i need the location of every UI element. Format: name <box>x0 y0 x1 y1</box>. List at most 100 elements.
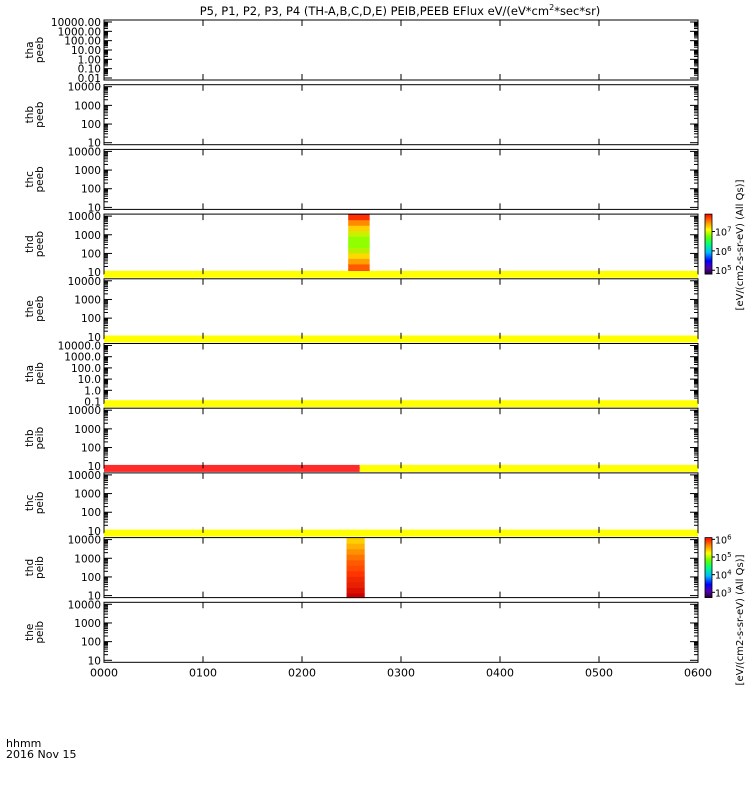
spectrogram-cell <box>348 263 370 270</box>
spectrogram-cell <box>346 548 365 555</box>
panel-frame <box>103 407 699 469</box>
panel-label-probe: thd <box>24 235 36 252</box>
y-tick-label: 1000 <box>74 100 101 112</box>
panel-label-probe: thb <box>24 106 36 124</box>
colorbar-tick-label: 107 <box>715 226 732 239</box>
y-tick-label: 10000 <box>68 470 101 482</box>
panel-label-probe: the <box>24 300 36 317</box>
x-tick-label: 0300 <box>387 666 415 679</box>
x-tick-label: 0200 <box>288 666 316 679</box>
panel-label-product: peib <box>34 427 46 450</box>
panel-label-product: peeb <box>34 166 46 193</box>
colorbar-label-upper: [eV/(cm2-s-sr-eV) (All Qs)] <box>735 179 746 310</box>
panel-frame <box>103 472 699 534</box>
x-axis: 0000 0100 0200 0300 0400 0500 0600 <box>90 20 712 679</box>
y-tick-label: 1.0 <box>84 385 101 397</box>
y-tick-label: 10 <box>88 332 101 344</box>
y-tick-label: 100 <box>81 248 101 260</box>
colorbar-label-lower: [eV/(cm2-s-sr-eV) (All Qs)] <box>735 554 746 685</box>
y-tick-label: 10000 <box>68 82 101 94</box>
panel-label-product: peeb <box>34 101 46 128</box>
y-tick-label: 100 <box>81 572 101 584</box>
panel-label-product: peib <box>34 556 46 579</box>
spectrogram-cell <box>346 537 365 544</box>
x-tick-label: 0100 <box>189 666 217 679</box>
y-tick-label: 1000 <box>74 553 101 565</box>
spectrogram-cell <box>348 252 370 259</box>
y-tick-label: 1000 <box>74 489 101 501</box>
colorbar-tick-label: 105 <box>715 551 732 564</box>
panel-label-probe: thc <box>24 494 36 511</box>
spectrogram-cell <box>346 565 365 572</box>
spectrogram-cell <box>348 258 370 265</box>
panel-frame <box>103 601 699 663</box>
y-tick-label: 10000 <box>68 405 101 417</box>
colorbar-0: 107 106 105 <box>704 213 732 277</box>
y-tick-label: 1000 <box>74 165 101 177</box>
panel-frame <box>103 148 699 210</box>
x-axis-label-date: 2016 Nov 15 <box>6 748 76 761</box>
colorbar-tick-label: 105 <box>715 264 732 277</box>
y-tick-label: 0.01 <box>78 73 101 85</box>
spectrogram-cell <box>348 225 370 232</box>
status-bar-segment <box>104 464 360 472</box>
spectrogram-cell <box>346 581 365 588</box>
spectrogram-cell <box>348 219 370 226</box>
y-tick-label: 10000.0 <box>58 341 101 353</box>
colorbar-tick-label: 104 <box>715 569 732 582</box>
y-tick-label: 10000 <box>68 211 101 223</box>
spectrogram-cell <box>348 230 370 237</box>
panel-label-product: peib <box>34 362 46 385</box>
y-tick-label: 10 <box>88 655 101 667</box>
spectrogram-cell <box>346 559 365 566</box>
y-tick-label: 100 <box>81 313 101 325</box>
x-tick-label: 0000 <box>90 666 118 679</box>
y-tick-label: 10000 <box>68 599 101 611</box>
y-tick-label: 1000 <box>74 618 101 630</box>
status-bar-segment <box>104 335 698 343</box>
y-tick-label: 10 <box>88 202 101 214</box>
status-bar-segment <box>104 400 698 408</box>
colorbar-tick-label: 106 <box>715 533 732 546</box>
y-tick-label: 100 <box>81 119 101 131</box>
status-bar-segment <box>104 270 698 278</box>
panel-frame <box>103 213 699 275</box>
colorbar-gradient <box>704 537 713 598</box>
panel-frame <box>103 343 699 404</box>
spectrogram-cell <box>348 236 370 243</box>
y-tick-label: 10000.00 <box>51 17 101 29</box>
spectrogram-cell <box>346 576 365 583</box>
spectrogram-cell <box>346 592 365 599</box>
y-tick-label: 1000.0 <box>64 352 101 364</box>
panel-label-probe: tha <box>24 41 36 58</box>
colorbars-group: 107 106 105 106 105 104 103 <box>704 213 732 599</box>
colorbar-gradient <box>704 213 713 275</box>
y-tick-label: 10 <box>88 267 101 279</box>
panel-label-product: peib <box>34 621 46 644</box>
y-tick-label: 10 <box>88 591 101 603</box>
y-tick-label: 100.00 <box>64 36 101 48</box>
spectrogram-cell <box>348 241 370 248</box>
panel-label-product: peeb <box>34 37 46 64</box>
y-tick-label: 100 <box>81 184 101 196</box>
panel-label-product: peeb <box>34 231 46 258</box>
spectrogram-cell <box>348 214 370 221</box>
y-tick-label: 0.1 <box>84 397 101 409</box>
y-tick-label: 100 <box>81 443 101 455</box>
y-tick-label: 100 <box>81 507 101 519</box>
panel-label-probe: thc <box>24 171 36 188</box>
panel-label-product: peib <box>34 491 46 514</box>
spectrogram-cell <box>346 587 365 594</box>
chart-title: P5, P1, P2, P3, P4 (TH-A,B,C,D,E) PEIB,P… <box>200 3 601 18</box>
x-tick-label: 0600 <box>684 666 712 679</box>
y-tick-label: 1000 <box>74 424 101 436</box>
y-tick-label: 10000 <box>68 535 101 547</box>
